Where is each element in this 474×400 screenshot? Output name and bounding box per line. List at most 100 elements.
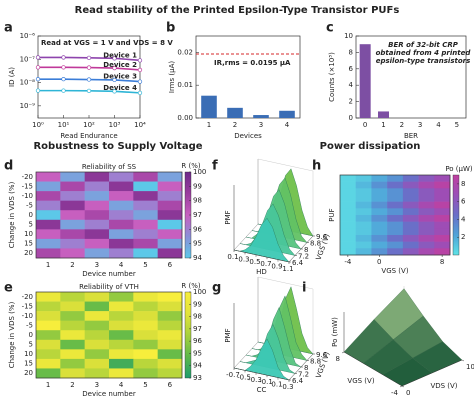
plot-frame	[35, 291, 183, 379]
heatmap-cell	[60, 349, 85, 360]
x-tick-label: 6	[168, 381, 173, 389]
heatmap-cell	[157, 320, 183, 331]
heatmap-cell	[36, 238, 61, 249]
colorbar	[452, 174, 460, 256]
y-tick-label: -10	[22, 312, 33, 320]
depth-tick-label: 7.2	[298, 253, 309, 261]
heatmap-cell	[402, 215, 419, 222]
y-tick-label: 10	[24, 350, 33, 358]
y-tick	[401, 385, 405, 388]
heatmap-cell	[157, 210, 183, 221]
y-tick-label: -10	[22, 192, 33, 200]
z-axis-title: PMF	[224, 328, 232, 342]
heatmap-cell	[387, 241, 404, 249]
marker	[112, 65, 117, 71]
x-tick-label: 2	[70, 261, 74, 269]
x-axis-title: CC	[257, 386, 267, 394]
heatmap-cell	[402, 181, 419, 189]
heatmap-cell	[355, 195, 372, 202]
heatmap-cell	[434, 248, 451, 256]
y-tick-label: 0.02	[177, 48, 193, 56]
y-tick-label: 0.01	[177, 81, 193, 89]
heatmap-cell	[371, 235, 388, 242]
x-tick-label: 10⁰	[32, 121, 44, 129]
heatmap-cell	[340, 175, 357, 182]
heatmap-cell	[340, 215, 357, 222]
x-tick-label: 0.7	[260, 260, 271, 268]
heatmap-cell	[402, 208, 419, 216]
heatmap-cell	[418, 241, 435, 249]
heatmap-cell	[36, 210, 61, 221]
heatmap-cell	[36, 339, 61, 350]
y-tick-label: -5	[26, 321, 33, 329]
heatmap-cell	[371, 248, 388, 256]
heatmap-cell	[109, 358, 134, 369]
x-tick-label: 4	[436, 121, 441, 129]
y-tick-label: 10⁻⁸	[20, 79, 36, 87]
heatmap-cell	[84, 330, 110, 341]
colorbar-tick-label: 97	[193, 211, 202, 219]
heatmap-cell	[133, 181, 158, 192]
bar	[359, 44, 371, 119]
x-tick-label: -4	[391, 389, 399, 397]
plot-frame	[339, 174, 451, 256]
heatmap-cell	[402, 195, 419, 202]
heatmap-cell	[109, 301, 134, 312]
heatmap-cell	[133, 191, 158, 201]
colorbar-tick-label: 6	[461, 198, 466, 206]
heatmap-cell	[133, 349, 158, 360]
heatmap-cell	[60, 200, 85, 211]
heatmap-cell	[418, 221, 435, 229]
y-axis-title: VDS (V)	[430, 382, 457, 390]
colorbar-title: R (%)	[181, 162, 200, 170]
x-tick-label: 2	[400, 121, 404, 129]
y-tick-label: 20	[24, 249, 33, 257]
depth-tick-label: 7.2	[298, 371, 309, 379]
axis-line	[233, 367, 290, 381]
marker	[35, 55, 41, 60]
heatmap-cell	[157, 238, 183, 249]
colorbar-tick-label: 96	[193, 337, 202, 345]
marker	[61, 65, 66, 70]
depth-tick-label: 6.4	[292, 259, 304, 267]
heatmap-cell	[434, 215, 451, 222]
heatmap-cell	[84, 301, 110, 312]
y-tick	[461, 359, 465, 362]
colorbar-title: R (%)	[181, 282, 200, 290]
heatmap-cell	[355, 208, 372, 216]
heatmap-cell	[387, 248, 404, 256]
x-tick-label: 4	[285, 121, 290, 129]
heatmap-cell	[355, 181, 372, 189]
heatmap-cell	[36, 229, 61, 240]
bar	[227, 107, 243, 118]
x-tick-label: 0	[363, 121, 367, 129]
heatmap-cell	[36, 248, 61, 259]
annotation: obtained from 4 printed	[376, 49, 472, 57]
heatmap-cell	[60, 330, 85, 341]
heatmap-cell	[84, 229, 110, 240]
heatmap-cell	[133, 320, 158, 331]
y-tick-label: 10⁻⁷	[20, 55, 36, 63]
heatmap-cell	[340, 241, 357, 249]
heatmap-cell	[36, 219, 61, 230]
colorbar-tick-label: 95	[193, 240, 202, 248]
marker	[112, 77, 117, 83]
x-tick-label: 5	[455, 121, 459, 129]
heatmap-cell	[133, 238, 158, 249]
heatmap-cell	[157, 248, 183, 259]
heatmap-cell	[60, 368, 85, 379]
heatmap-cell	[109, 181, 134, 192]
colorbar-tick-label: 2	[461, 233, 465, 241]
heatmap-cell	[109, 210, 134, 221]
y-tick-label: 2	[349, 98, 353, 106]
heatmap-cell	[355, 175, 372, 182]
x-tick-label: 4	[119, 261, 124, 269]
heatmap-cell	[340, 228, 357, 236]
heatmap-cell	[340, 201, 357, 209]
heatmap-cell	[371, 228, 388, 236]
heatmap-cell	[418, 201, 435, 209]
heatmap-cell	[157, 330, 183, 341]
heatmap-cell	[387, 228, 404, 236]
heatmap-cell	[109, 349, 134, 360]
heatmap-cell	[387, 195, 404, 202]
